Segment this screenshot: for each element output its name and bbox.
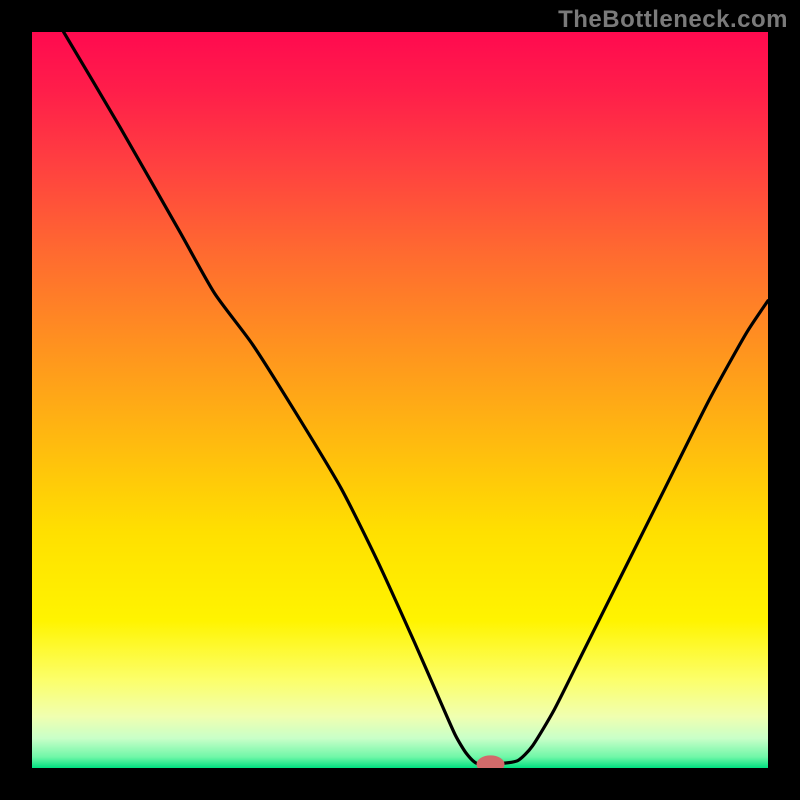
chart-container: { "watermark": { "text": "TheBottleneck.… <box>0 0 800 800</box>
watermark-text: TheBottleneck.com <box>558 6 788 34</box>
bottleneck-chart <box>0 0 800 800</box>
